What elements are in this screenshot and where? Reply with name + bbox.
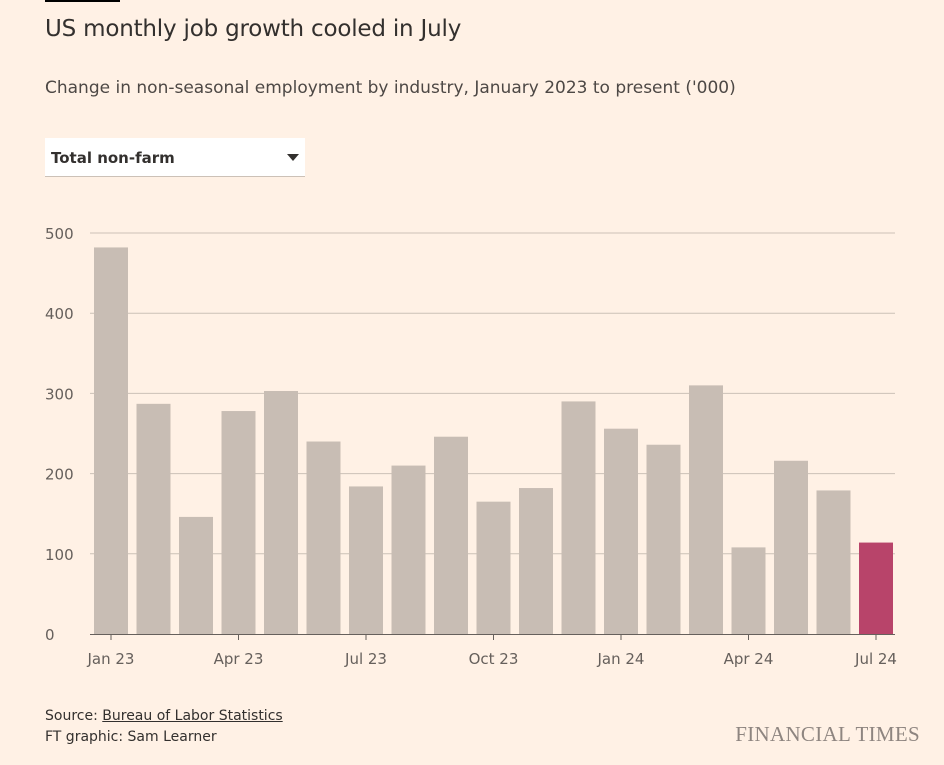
bar-jun-23 — [306, 441, 341, 634]
bar-oct-23 — [476, 501, 511, 634]
bar-jan-24 — [604, 428, 638, 634]
bar-apr-23 — [221, 411, 256, 634]
bar-may-24 — [774, 460, 808, 634]
chart-subtitle: Change in non-seasonal employment by ind… — [45, 78, 736, 98]
source-link[interactable]: Bureau of Labor Statistics — [102, 708, 283, 724]
x-tick-label: Jul 23 — [344, 650, 387, 668]
y-tick-label: 500 — [45, 225, 74, 243]
source-line: Source: Bureau of Labor Statistics — [45, 708, 283, 724]
y-tick-label: 0 — [45, 626, 55, 644]
y-tick-label: 100 — [45, 546, 74, 564]
y-tick-label: 200 — [45, 466, 74, 484]
bar-jan-23 — [94, 247, 128, 634]
bar-may-23 — [264, 390, 298, 634]
x-tick-label: Jan 24 — [597, 650, 645, 668]
top-rule — [45, 0, 120, 2]
bar-apr-24 — [731, 547, 766, 634]
y-tick-label: 300 — [45, 385, 74, 403]
x-tick-label: Jul 24 — [854, 650, 897, 668]
bar-jul-23 — [349, 486, 383, 634]
y-tick-label: 400 — [45, 305, 74, 323]
bar-jun-24 — [816, 490, 851, 634]
x-tick-label: Apr 23 — [214, 650, 264, 668]
caret-down-icon — [287, 154, 299, 161]
x-tick-label: Apr 24 — [724, 650, 774, 668]
credit-line: FT graphic: Sam Learner — [45, 729, 217, 745]
dropdown-selected-value: Total non-farm — [51, 149, 175, 167]
x-tick-label: Oct 23 — [469, 650, 519, 668]
x-tick-label: Jan 23 — [87, 650, 135, 668]
source-prefix: Source: — [45, 708, 103, 724]
bar-feb-23 — [136, 403, 171, 634]
industry-dropdown[interactable]: Total non-farm — [45, 138, 305, 177]
bar-dec-23 — [561, 401, 596, 634]
bar-mar-23 — [179, 516, 213, 634]
chart-title: US monthly job growth cooled in July — [45, 16, 462, 42]
bar-feb-24 — [646, 444, 681, 634]
bar-mar-24 — [689, 385, 723, 634]
bar-jul-24 — [859, 542, 893, 634]
ft-logo: FINANCIAL TIMES — [735, 722, 920, 746]
bar-nov-23 — [519, 488, 553, 634]
bar-aug-23 — [391, 465, 426, 634]
bar-sep-23 — [434, 436, 468, 634]
